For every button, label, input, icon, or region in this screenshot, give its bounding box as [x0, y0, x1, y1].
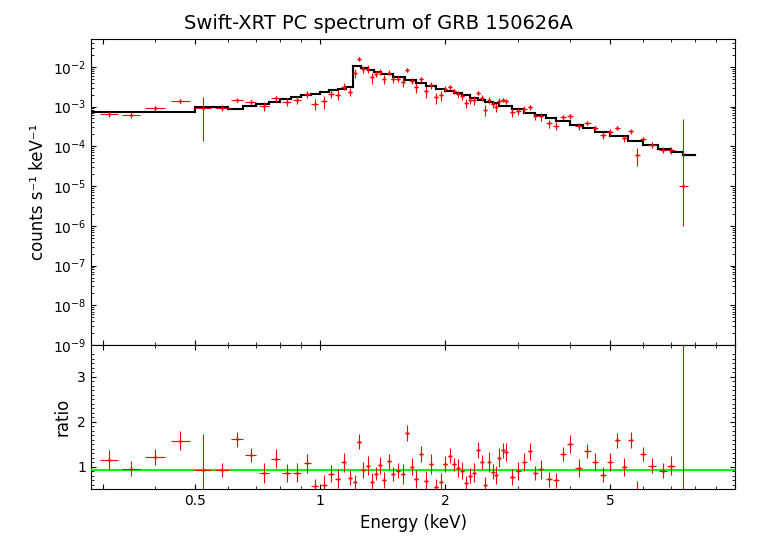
X-axis label: Energy (keV): Energy (keV)	[359, 514, 467, 532]
Y-axis label: counts s⁻¹ keV⁻¹: counts s⁻¹ keV⁻¹	[29, 124, 47, 260]
Text: Swift-XRT PC spectrum of GRB 150626A: Swift-XRT PC spectrum of GRB 150626A	[184, 14, 574, 33]
Y-axis label: ratio: ratio	[54, 398, 72, 436]
